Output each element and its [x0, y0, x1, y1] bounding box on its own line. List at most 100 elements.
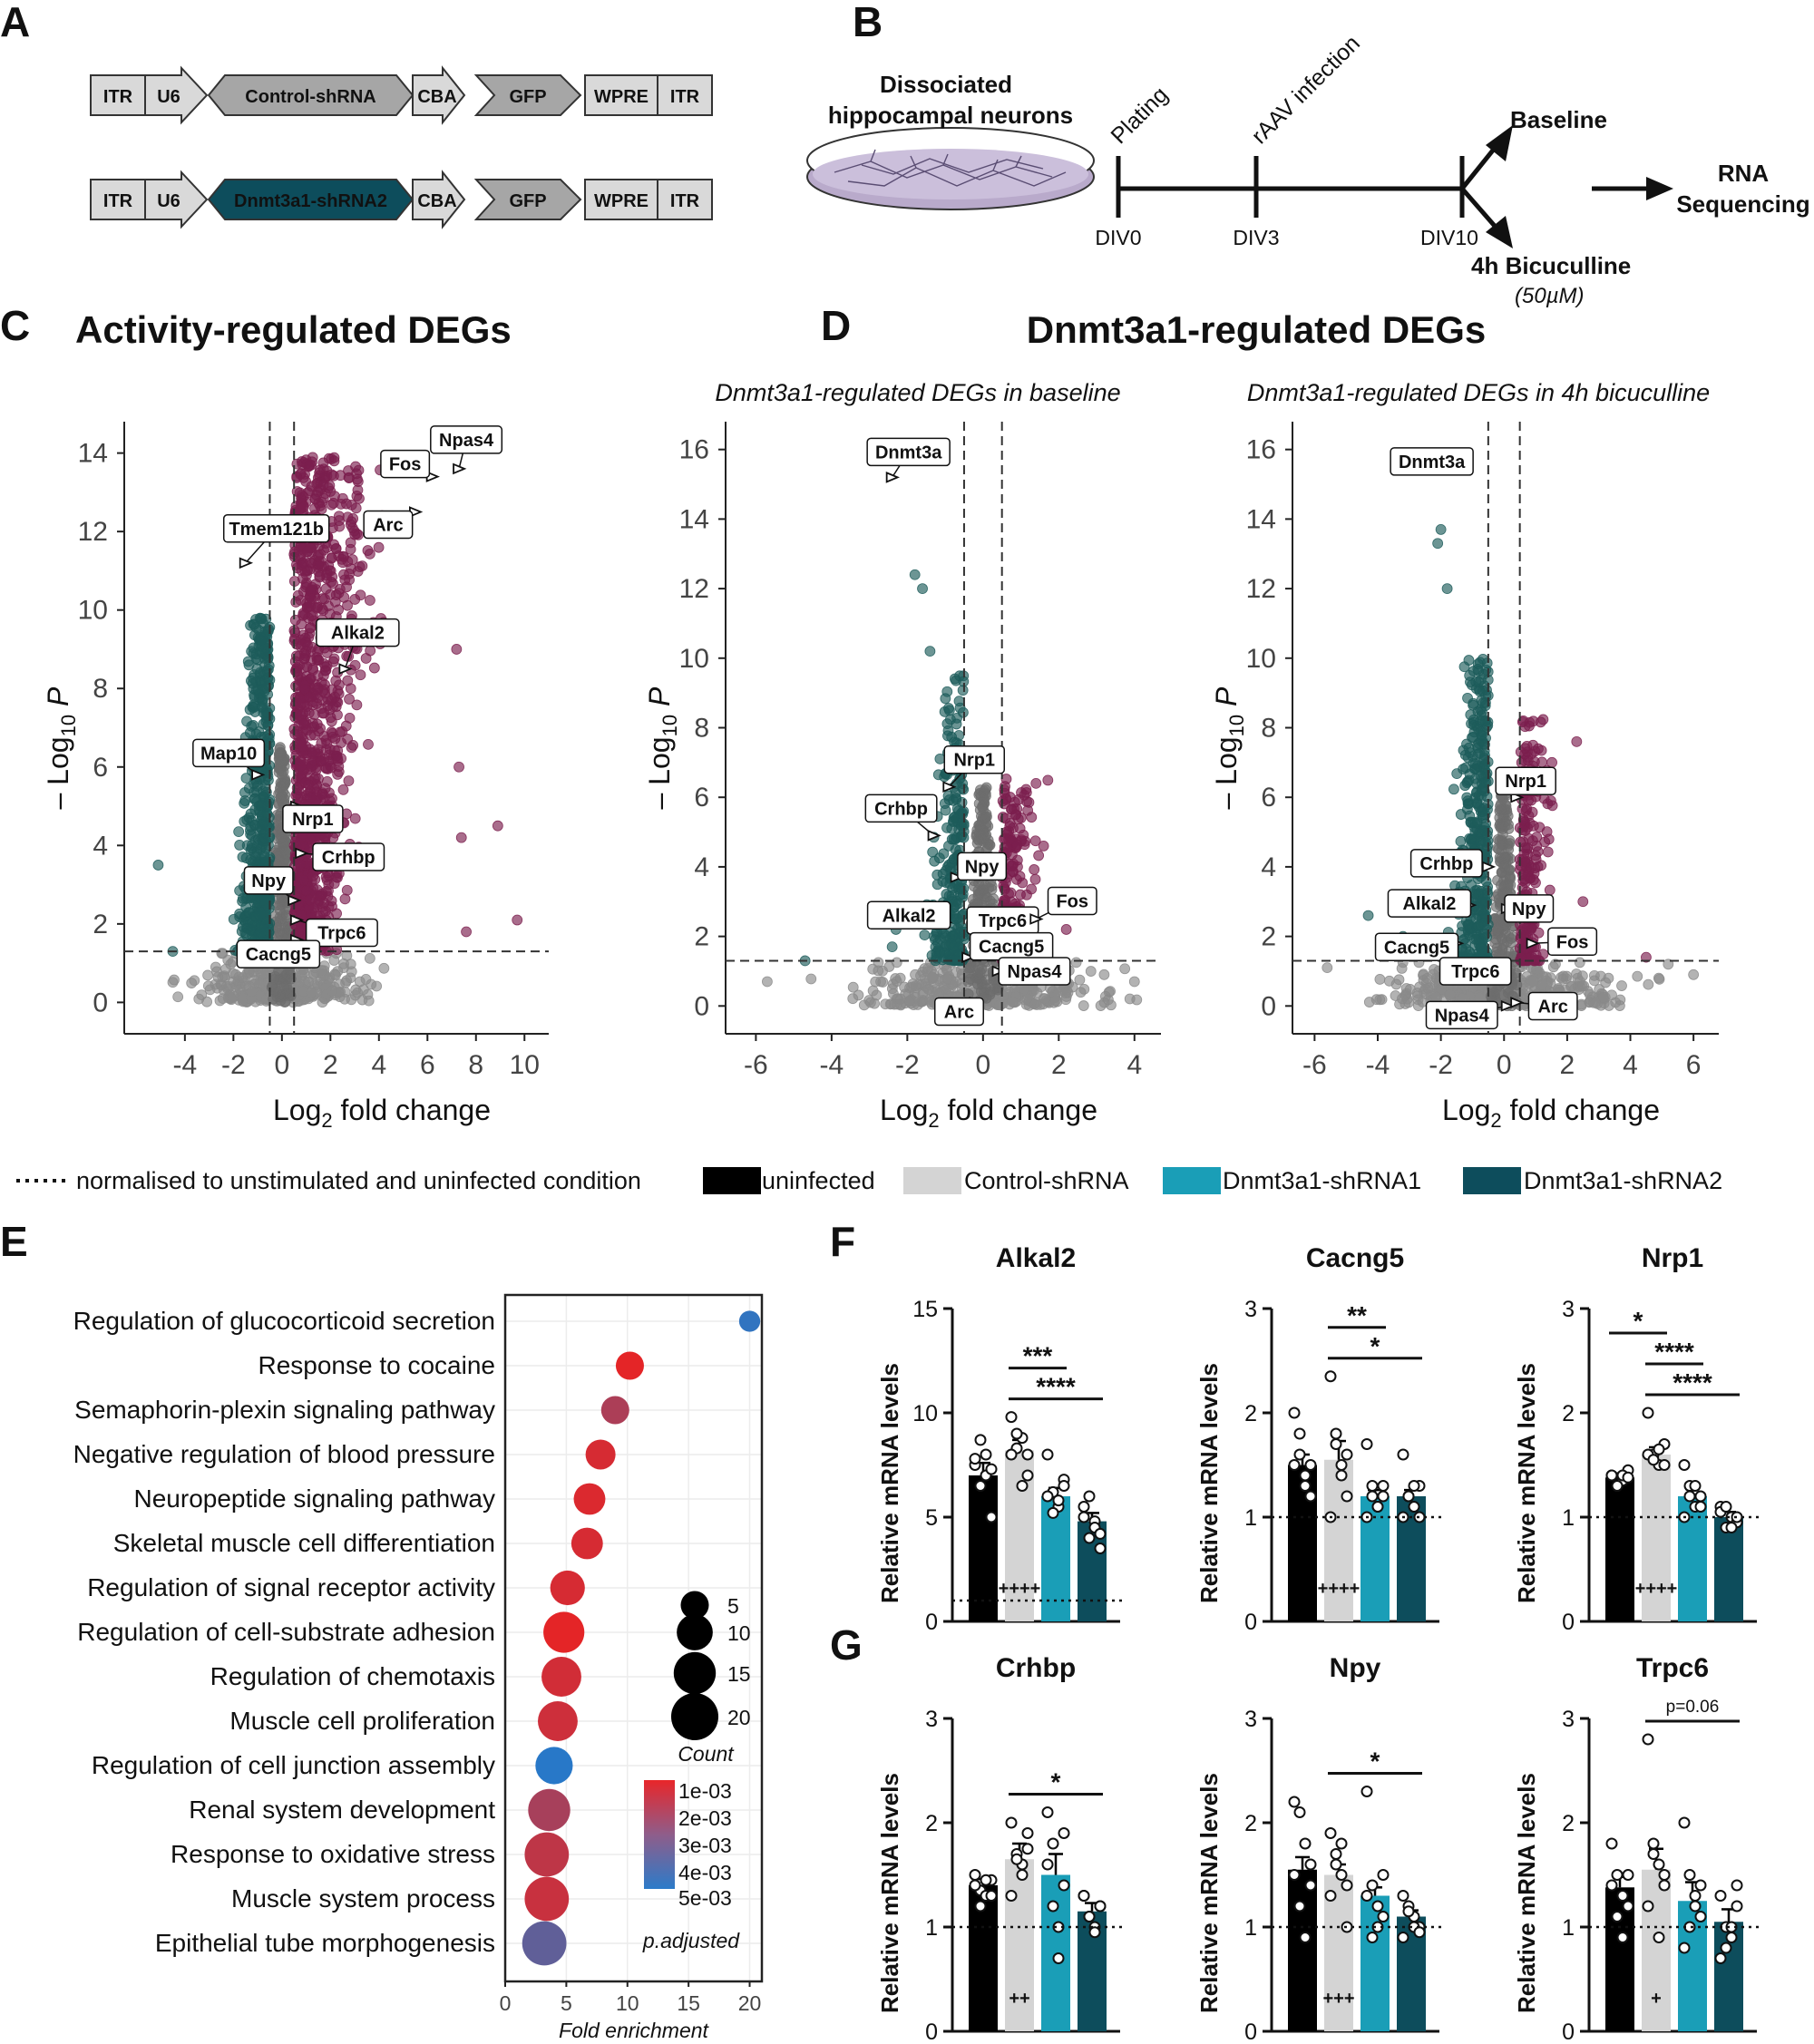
gene-label-nrp1: Nrp1	[1505, 772, 1546, 792]
gene-point-down	[258, 894, 270, 906]
gene-point-ns	[910, 980, 922, 991]
gene-point-down	[245, 829, 257, 841]
color-legend-title: p.adjusted	[642, 1929, 740, 1952]
gene-point-outlier	[461, 926, 472, 938]
gene-label-nrp1: Nrp1	[953, 751, 995, 771]
gene-point-down	[1470, 933, 1482, 945]
gene-point-outlier	[454, 761, 464, 773]
gene-point-ns	[1119, 963, 1131, 975]
gene-point-ns	[1124, 993, 1136, 1005]
gfp-label: GFP	[509, 87, 546, 107]
gene-point-down	[939, 947, 950, 959]
gene-point-down	[246, 842, 258, 854]
legend-swatch-shrna1	[1163, 1167, 1221, 1194]
gene-point-up	[1527, 820, 1539, 832]
gene-point-ns	[922, 983, 934, 995]
go-term-label: Semaphorin-plexin signaling pathway	[74, 1396, 495, 1424]
gene-point-up	[317, 789, 328, 800]
gene-point-small-fc	[278, 981, 290, 992]
gene-point-ns	[910, 968, 921, 980]
gene-point-outlier	[1321, 962, 1333, 974]
gene-label-crhbp: Crhbp	[874, 799, 928, 819]
size-legend-dot	[673, 1651, 717, 1695]
gene-point-down	[251, 781, 263, 792]
gene-point-down	[1448, 784, 1459, 795]
gene-point-down	[1455, 835, 1467, 847]
y-tick-label: 10	[1246, 644, 1276, 674]
gene-point-down	[1477, 715, 1488, 726]
gene-point-up	[303, 612, 314, 624]
y-tick-label: 12	[679, 574, 709, 604]
gene-point-up	[307, 722, 318, 734]
gene-point-up	[331, 908, 342, 920]
gene-point-up	[326, 726, 337, 738]
gene-point-small-fc	[275, 749, 287, 761]
gene-point-down	[929, 855, 941, 867]
y-tick-label: 0	[925, 1610, 938, 1635]
x-tick-label: -2	[221, 1050, 246, 1080]
gene-point-down	[259, 659, 270, 671]
gene-point-down	[252, 684, 264, 696]
gene-point-up	[316, 755, 327, 767]
x-tick-label: -2	[895, 1050, 920, 1080]
gene-point-ns	[172, 991, 184, 1003]
gene-point-down	[926, 949, 938, 961]
x-tick-label: 4	[371, 1050, 386, 1080]
gene-point-ns	[1074, 974, 1086, 986]
gene-point-down	[263, 774, 274, 786]
x-axis-label: Log2 fold change	[1442, 1094, 1660, 1132]
gene-point-up	[1530, 877, 1541, 889]
gene-point-down	[948, 794, 959, 806]
dish-label-line-1: Dissociated	[880, 71, 1012, 98]
wpre-box	[584, 74, 658, 116]
gene-label-fos: Fos	[389, 455, 422, 475]
gene-point-up	[330, 675, 342, 686]
gene-point-up	[323, 600, 334, 612]
go-term-label: Response to oxidative stress	[171, 1840, 495, 1868]
gene-point-outlier	[1571, 735, 1583, 747]
gene-point-small-fc	[279, 844, 291, 856]
gene-point-ns	[1390, 990, 1401, 1001]
gene-point-down	[259, 675, 270, 686]
gene-point-ns	[1422, 982, 1434, 994]
legend-label-control: Control-shRNA	[964, 1167, 1129, 1194]
gene-point-ns	[1070, 957, 1082, 968]
data-point	[985, 1511, 998, 1523]
gene-point-ns	[1603, 972, 1614, 984]
go-term-dot	[615, 1351, 644, 1380]
itr-label: ITR	[103, 87, 133, 107]
gene-point-ns	[1075, 987, 1087, 998]
gene-point-ns	[1574, 957, 1585, 968]
legend-swatch-control	[903, 1167, 961, 1194]
panel-label-a: A	[0, 0, 30, 45]
y-tick-label: 14	[679, 504, 709, 534]
timeline-plating: Plating	[1106, 82, 1173, 149]
x-tick-label: 20	[738, 1991, 762, 2015]
gene-point-down	[262, 720, 274, 732]
gene-point-ns	[1428, 968, 1439, 980]
gene-point-up	[343, 775, 355, 787]
gene-point-up	[1033, 850, 1045, 861]
gene-point-down	[253, 726, 265, 737]
gene-point-down	[245, 854, 257, 866]
y-tick-label: 4	[1261, 852, 1276, 882]
gene-point-small-fc	[967, 894, 979, 905]
gene-point-ns	[870, 976, 882, 988]
itr-box	[90, 74, 146, 116]
go-term-label: Regulation of cell junction assembly	[92, 1751, 495, 1779]
color-legend-label: 5e-03	[678, 1886, 732, 1910]
gene-point-up	[320, 886, 332, 897]
go-term-dot	[600, 1396, 629, 1425]
gene-point-ns	[339, 993, 350, 1005]
gene-point-outlier	[455, 832, 467, 843]
gene-label-cacng5: Cacng5	[246, 945, 311, 965]
u6-promoter-arrow	[144, 170, 209, 229]
go-term-label: Negative regulation of blood pressure	[73, 1440, 495, 1468]
gene-point-up	[346, 499, 357, 511]
gene-label-alkal2: Alkal2	[883, 906, 936, 926]
go-term-label: Muscle cell proliferation	[229, 1707, 495, 1735]
gene-label-arc: Arc	[944, 1002, 974, 1022]
gene-label-npas4: Npas4	[439, 431, 494, 451]
legend-label-uninfected: uninfected	[762, 1167, 875, 1194]
go-term-label: Neuropeptide signaling pathway	[134, 1484, 496, 1513]
